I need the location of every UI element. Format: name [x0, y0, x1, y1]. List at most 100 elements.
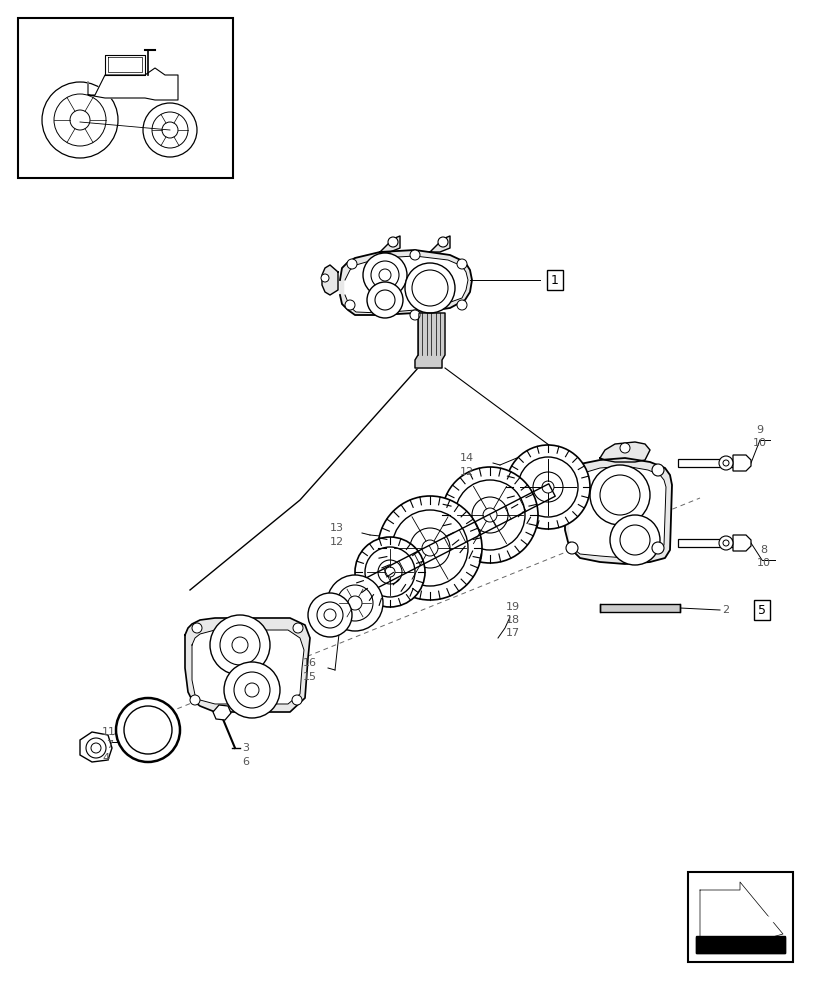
Text: 10: 10 — [756, 558, 770, 568]
Polygon shape — [569, 466, 665, 558]
Circle shape — [189, 695, 200, 705]
Polygon shape — [322, 265, 337, 295]
Circle shape — [347, 596, 361, 610]
Circle shape — [245, 683, 259, 697]
Circle shape — [378, 496, 481, 600]
Circle shape — [292, 695, 302, 705]
Circle shape — [409, 310, 419, 320]
Text: 15: 15 — [303, 672, 317, 682]
Circle shape — [722, 460, 728, 466]
Text: 3: 3 — [241, 743, 249, 753]
Circle shape — [321, 274, 328, 282]
Circle shape — [162, 122, 178, 138]
Circle shape — [143, 103, 197, 157]
Polygon shape — [702, 907, 777, 934]
Circle shape — [323, 609, 336, 621]
Circle shape — [378, 560, 402, 584]
Circle shape — [308, 593, 351, 637]
Circle shape — [409, 528, 449, 568]
Circle shape — [365, 547, 414, 597]
Circle shape — [651, 464, 663, 476]
Circle shape — [54, 94, 106, 146]
Text: 12: 12 — [460, 467, 474, 477]
Polygon shape — [429, 236, 449, 252]
Circle shape — [457, 259, 466, 269]
Circle shape — [232, 637, 248, 653]
Polygon shape — [80, 732, 112, 762]
Circle shape — [471, 497, 508, 533]
Circle shape — [437, 237, 447, 247]
Circle shape — [337, 585, 372, 621]
Bar — [18, 18, 232, 178]
Polygon shape — [699, 882, 782, 946]
Bar — [677, 539, 732, 547]
Circle shape — [600, 475, 639, 515]
Circle shape — [124, 706, 172, 754]
Polygon shape — [732, 455, 750, 471]
Circle shape — [385, 567, 394, 577]
Circle shape — [345, 300, 355, 310]
Circle shape — [362, 253, 407, 297]
Circle shape — [619, 525, 649, 555]
Circle shape — [518, 457, 577, 517]
Text: 6: 6 — [241, 757, 249, 767]
Text: 7: 7 — [106, 740, 113, 750]
Circle shape — [542, 481, 553, 493]
Polygon shape — [414, 313, 444, 368]
Text: 13: 13 — [330, 523, 343, 533]
Circle shape — [42, 82, 118, 158]
Polygon shape — [732, 535, 750, 551]
Circle shape — [722, 540, 728, 546]
Text: 4: 4 — [102, 753, 109, 763]
Circle shape — [293, 623, 303, 633]
Polygon shape — [380, 236, 399, 252]
Circle shape — [533, 472, 562, 502]
Circle shape — [366, 282, 403, 318]
Bar — [677, 459, 732, 467]
Circle shape — [224, 662, 280, 718]
Polygon shape — [354, 484, 555, 596]
Circle shape — [482, 508, 496, 522]
Circle shape — [91, 743, 101, 753]
Circle shape — [566, 542, 577, 554]
Circle shape — [619, 443, 629, 453]
Circle shape — [327, 575, 383, 631]
Circle shape — [220, 625, 260, 665]
Text: 2: 2 — [721, 605, 729, 615]
Text: 18: 18 — [505, 615, 519, 625]
Circle shape — [370, 261, 399, 289]
Circle shape — [192, 623, 202, 633]
Circle shape — [70, 110, 90, 130]
Circle shape — [457, 300, 466, 310]
Circle shape — [152, 112, 188, 148]
Circle shape — [355, 537, 424, 607]
Polygon shape — [600, 442, 649, 462]
Circle shape — [651, 542, 663, 554]
Text: 19: 19 — [505, 602, 519, 612]
Circle shape — [609, 515, 659, 565]
Bar — [696, 936, 784, 953]
Circle shape — [568, 464, 581, 476]
Circle shape — [375, 290, 394, 310]
Text: 12: 12 — [330, 537, 344, 547]
Circle shape — [317, 602, 342, 628]
Circle shape — [409, 250, 419, 260]
Circle shape — [505, 445, 590, 529]
Polygon shape — [192, 630, 304, 704]
Text: 1: 1 — [551, 273, 558, 286]
Circle shape — [347, 259, 356, 269]
Polygon shape — [340, 250, 471, 315]
Circle shape — [116, 698, 179, 762]
Circle shape — [388, 237, 398, 247]
Text: 17: 17 — [505, 628, 519, 638]
Circle shape — [234, 672, 270, 708]
Circle shape — [455, 480, 524, 550]
Bar — [696, 937, 784, 953]
Circle shape — [86, 738, 106, 758]
Text: 14: 14 — [460, 453, 474, 463]
Circle shape — [442, 467, 538, 563]
Circle shape — [590, 465, 649, 525]
Circle shape — [391, 510, 467, 586]
Circle shape — [718, 456, 732, 470]
Text: 8: 8 — [759, 545, 766, 555]
